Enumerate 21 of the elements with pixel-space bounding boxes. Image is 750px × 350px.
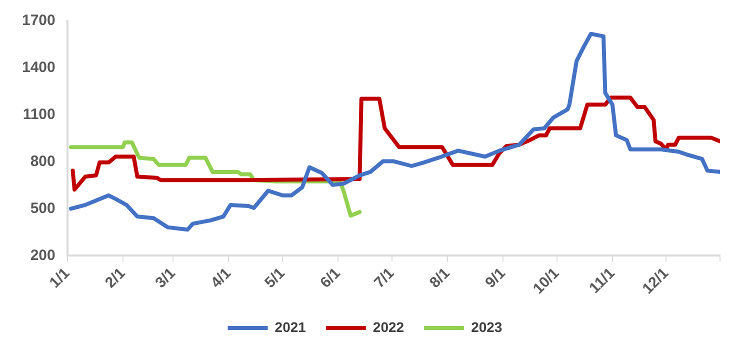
legend-label: 2021 bbox=[274, 318, 306, 335]
x-tick-label: 2/1 bbox=[102, 264, 129, 292]
x-tick-label: 8/1 bbox=[426, 264, 454, 292]
y-tick-label: 800 bbox=[30, 152, 56, 170]
x-tick-label: 6/1 bbox=[317, 264, 344, 292]
y-tick-label: 1100 bbox=[22, 106, 56, 123]
x-tick-label: 1/1 bbox=[46, 264, 74, 292]
x-tick-label: 10/1 bbox=[530, 264, 563, 298]
y-tick-label: 1700 bbox=[22, 12, 56, 30]
x-tick-label: 9/1 bbox=[482, 264, 509, 292]
x-tick-label: 4/1 bbox=[208, 264, 234, 292]
y-tick-label: 200 bbox=[30, 246, 56, 264]
x-tick-label: 7/1 bbox=[370, 264, 398, 292]
legend-label: 2023 bbox=[471, 318, 502, 335]
x-tick-label: 3/1 bbox=[152, 264, 179, 292]
x-tick-label: 11/1 bbox=[586, 264, 618, 297]
x-tick-label: 5/1 bbox=[262, 264, 288, 292]
y-tick-label: 500 bbox=[30, 200, 56, 217]
legend-label: 2022 bbox=[372, 318, 404, 335]
x-tick-label: 12/1 bbox=[639, 264, 672, 298]
y-tick-label: 1400 bbox=[22, 59, 56, 76]
